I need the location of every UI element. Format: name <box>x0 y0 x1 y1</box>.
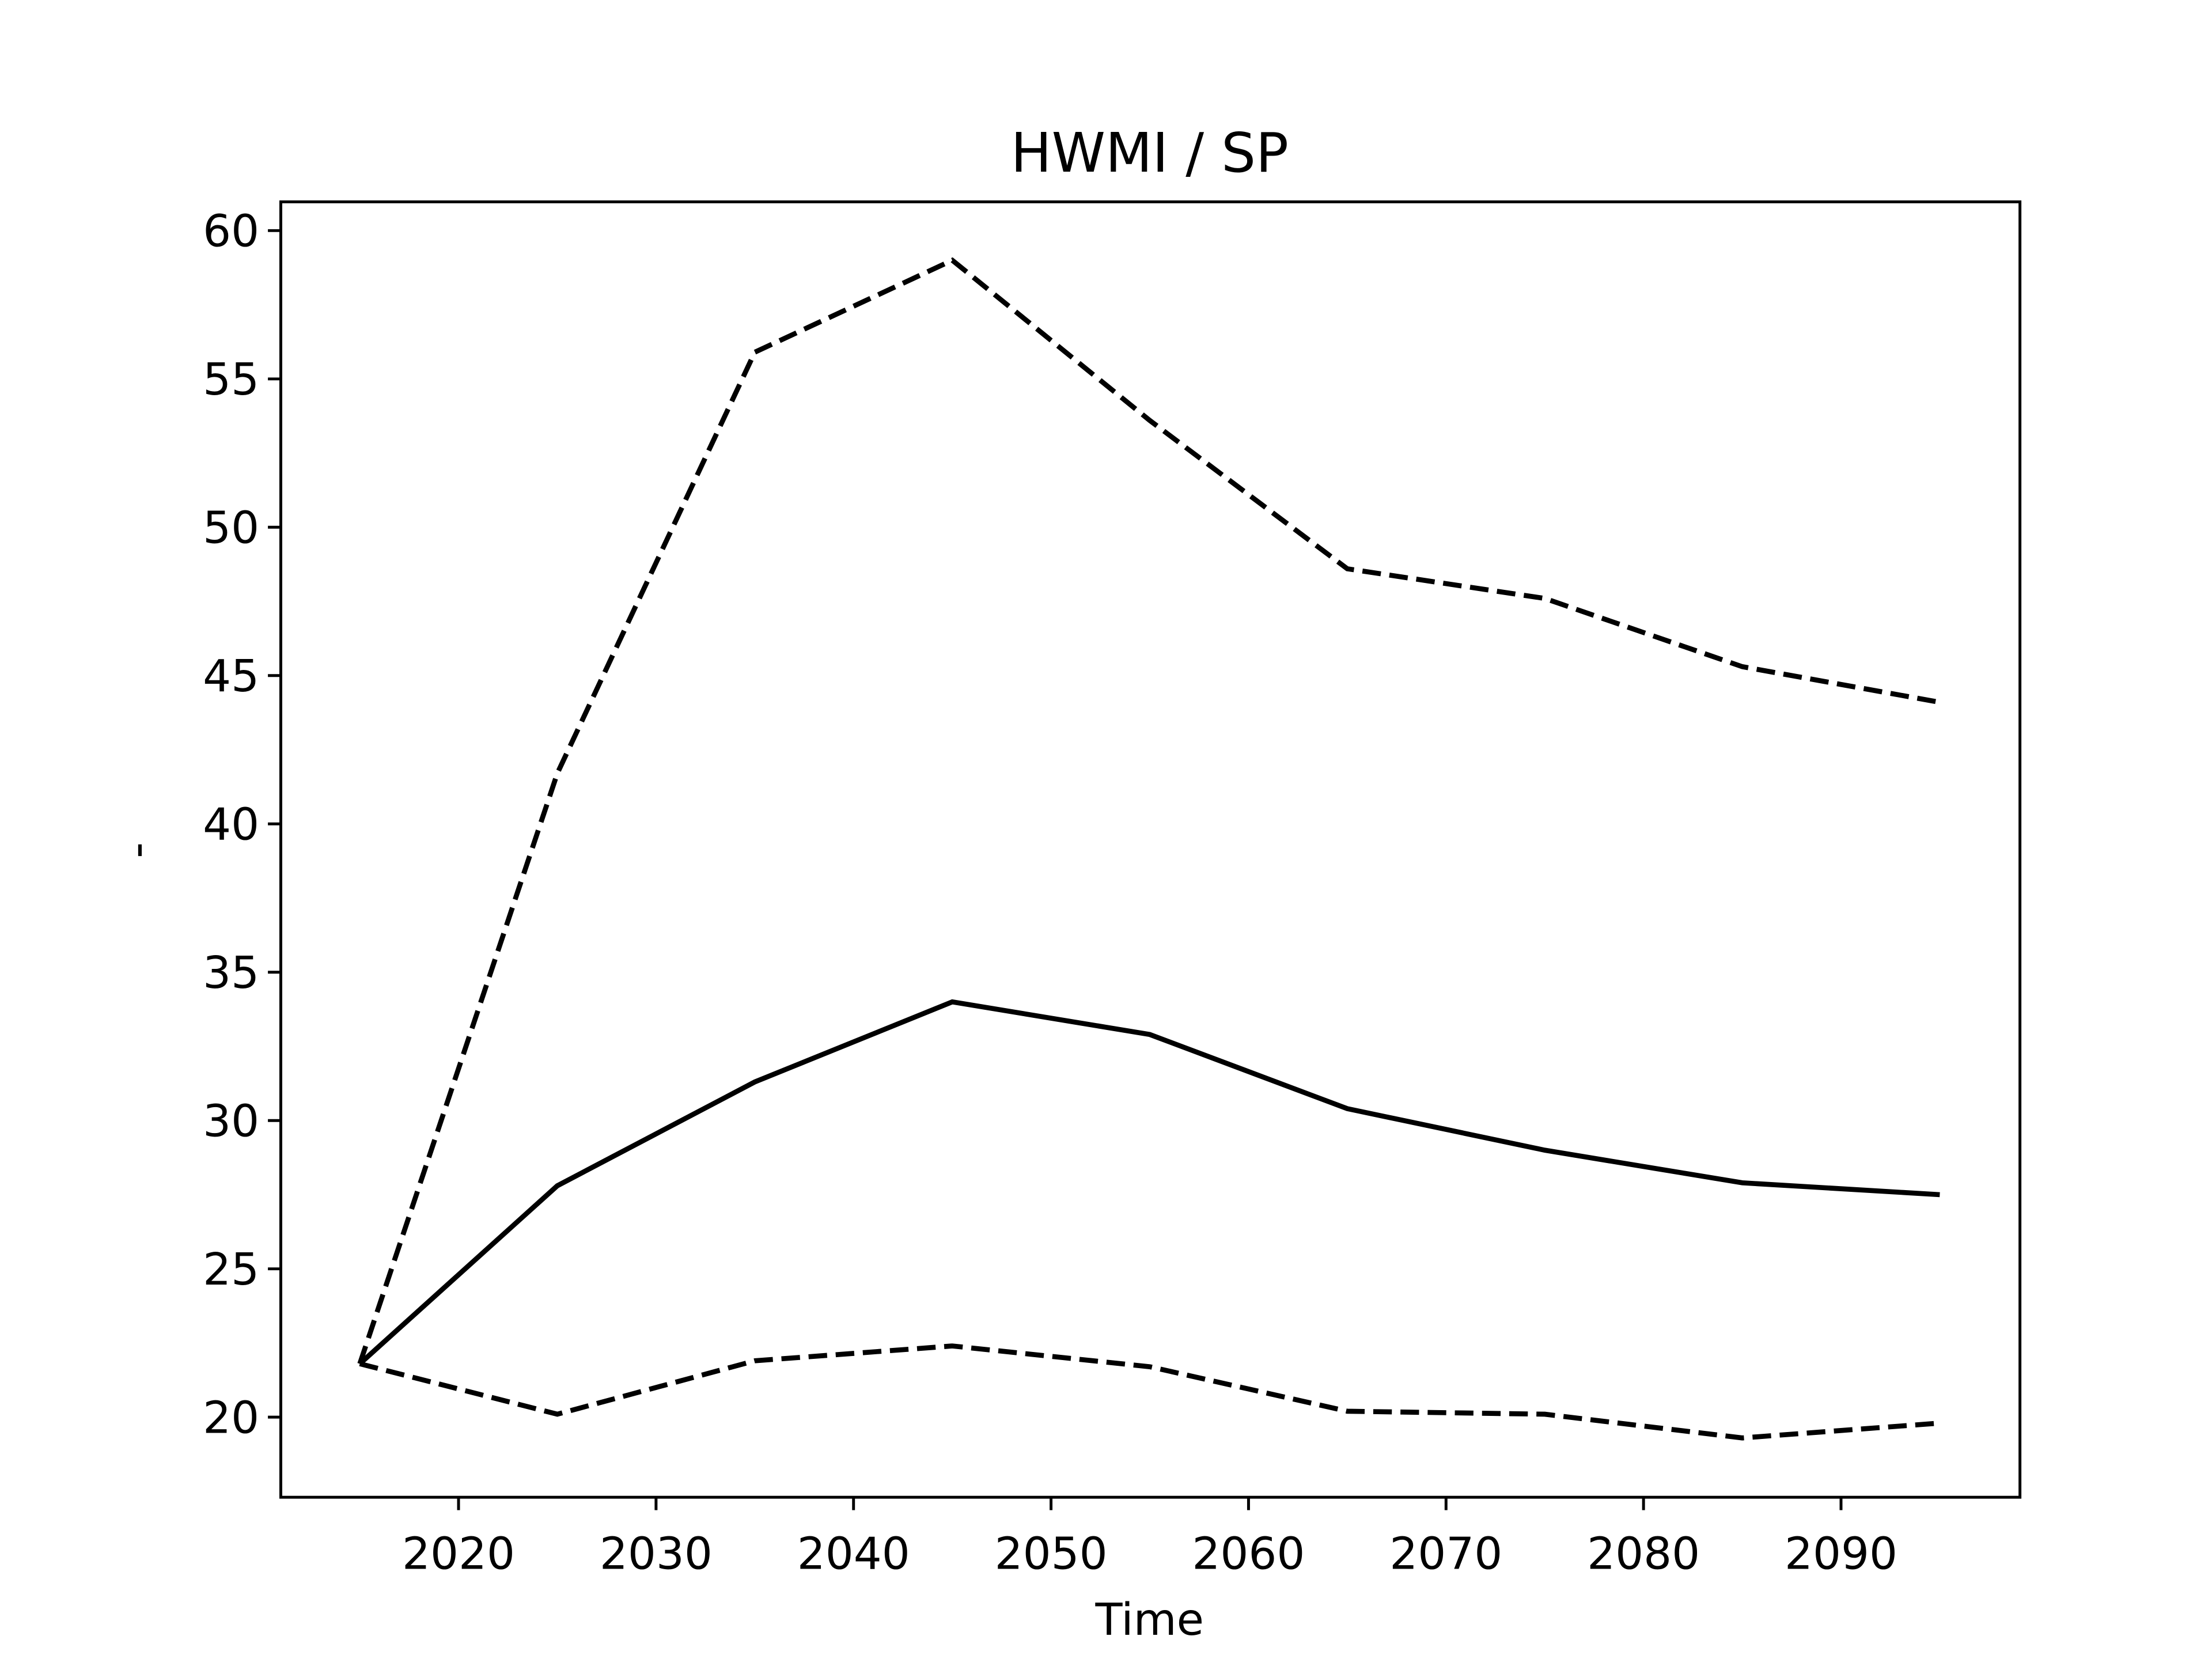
y-axis-label: - <box>111 842 163 858</box>
x-tick-label: 2020 <box>402 1528 515 1580</box>
chart-title: HWMI / SP <box>1011 122 1289 185</box>
y-tick-label: 20 <box>203 1392 259 1444</box>
line-series <box>357 257 1941 1365</box>
y-tick-label: 25 <box>203 1244 259 1296</box>
y-tick-label: 50 <box>203 502 259 554</box>
x-tick-label: 2070 <box>1389 1528 1502 1580</box>
plot-frame <box>279 200 2022 1499</box>
x-tick-label: 2050 <box>995 1528 1108 1580</box>
x-tick-label: 2080 <box>1587 1528 1700 1580</box>
y-tick-label: 40 <box>203 799 259 851</box>
x-tick-label: 2090 <box>1785 1528 1897 1580</box>
x-tick-label: 2060 <box>1192 1528 1305 1580</box>
y-tick-label: 30 <box>203 1096 259 1147</box>
y-tick-label: 35 <box>203 947 259 999</box>
y-tick-label: 60 <box>203 206 259 257</box>
line-series <box>358 999 1940 1366</box>
y-tick-label: 55 <box>203 354 259 406</box>
y-tick-label: 45 <box>203 650 259 702</box>
x-tick-label: 2040 <box>797 1528 910 1580</box>
x-axis-label: Time <box>1095 1594 1204 1646</box>
x-tick-label: 2030 <box>600 1528 713 1580</box>
line-series <box>359 1343 1940 1441</box>
